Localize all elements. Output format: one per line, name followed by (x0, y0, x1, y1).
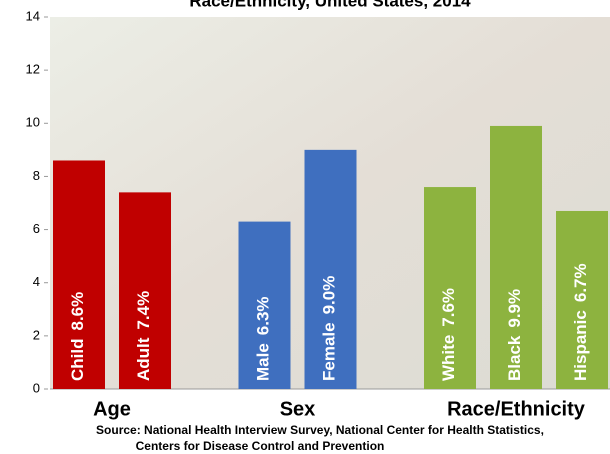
chart-title: Race/Ethnicity, United States, 2014 (189, 0, 471, 10)
category-label: Female (320, 322, 339, 381)
group-label: Race/Ethnicity (447, 398, 586, 420)
value-label: 9.0% (320, 276, 339, 315)
bar-label: Male 6.3% (254, 296, 273, 381)
category-label: White (439, 335, 458, 381)
category-label: Hispanic (571, 310, 590, 381)
value-label: 8.6% (68, 292, 87, 331)
value-label: 6.7% (571, 263, 590, 302)
source-line: Source: National Health Interview Survey… (96, 423, 544, 437)
bar (556, 210, 608, 389)
bar-label: Adult 7.4% (134, 291, 153, 381)
y-tick-label: 12 (26, 62, 40, 77)
bar-label: Black 9.9% (505, 289, 524, 381)
category-label: Adult (134, 337, 153, 381)
bar-label: Child 8.6% (68, 292, 87, 381)
y-tick-label: 2 (33, 327, 40, 342)
category-label: Male (254, 343, 273, 381)
category-label: Child (68, 339, 87, 382)
value-label: 6.3% (254, 296, 273, 335)
y-tick-label: 14 (26, 8, 40, 23)
value-label: 9.9% (505, 289, 524, 328)
bar (424, 187, 476, 389)
bar-label: Hispanic 6.7% (571, 263, 590, 381)
bar-label: Female 9.0% (320, 276, 339, 381)
group-label: Sex (280, 398, 316, 420)
bar (304, 149, 357, 389)
source-line: Centers for Disease Control and Preventi… (136, 439, 385, 453)
value-label: 7.4% (134, 291, 153, 330)
bar (53, 160, 105, 389)
bar (490, 125, 542, 389)
bar (238, 221, 291, 389)
y-tick-label: 8 (33, 168, 40, 183)
category-label: Black (505, 335, 524, 381)
value-label: 7.6% (439, 288, 458, 327)
y-tick-label: 0 (33, 380, 40, 395)
bar (119, 192, 171, 389)
bar-label: White 7.6% (439, 288, 458, 381)
y-tick-label: 10 (26, 115, 40, 130)
group-label: Age (93, 398, 131, 420)
y-tick-label: 4 (33, 274, 40, 289)
y-tick-label: 6 (33, 221, 40, 236)
